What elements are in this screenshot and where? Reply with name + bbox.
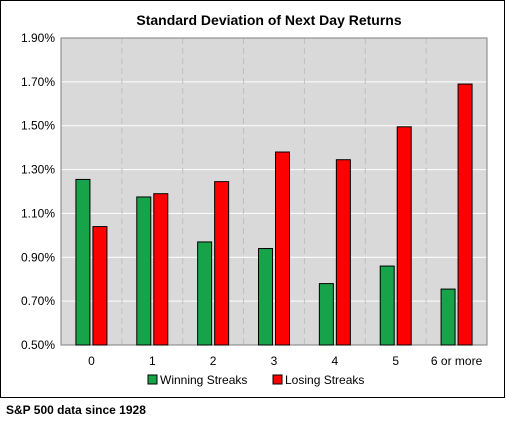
- x-tick-label: 0: [88, 354, 95, 368]
- legend-label-losing: Losing Streaks: [285, 373, 364, 387]
- legend: Winning Streaks Losing Streaks: [147, 373, 364, 387]
- legend-swatch-winning: [147, 374, 158, 385]
- bar-losing-5: [396, 126, 412, 346]
- x-tick-label: 5: [392, 354, 399, 368]
- plot-area: [61, 38, 487, 345]
- y-tick-label: 1.70%: [21, 75, 55, 89]
- x-tick-label: 4: [332, 354, 339, 368]
- x-tick-label: 6 or more: [431, 354, 483, 368]
- x-tick-label: 1: [149, 354, 156, 368]
- y-axis: 0.50% 0.70% 0.90% 1.10% 1.30% 1.50% 1.70% 1.90%: [21, 31, 55, 352]
- bar-winning-3: [258, 248, 273, 346]
- bar-losing-2: [214, 181, 230, 346]
- bar-losing-0: [92, 226, 108, 346]
- gridlines: [60, 37, 488, 346]
- source-note: S&P 500 data since 1928: [6, 403, 146, 417]
- bar-winning-2: [197, 241, 213, 346]
- bar-chart: Standard Deviation of Next Day Returns 0…: [21, 12, 488, 387]
- y-tick-label: 0.70%: [21, 294, 55, 308]
- plot-border: [60, 37, 488, 346]
- chart-frame: Standard Deviation of Next Day Returns 0…: [0, 0, 505, 398]
- y-tick-label: 1.30%: [21, 163, 55, 177]
- legend-swatch-losing: [272, 374, 283, 385]
- y-tick-label: 0.50%: [21, 338, 55, 352]
- x-tick-label: 2: [210, 354, 217, 368]
- bar-winning-4: [318, 283, 334, 346]
- chart-title: Standard Deviation of Next Day Returns: [136, 12, 401, 28]
- x-tick-label: 3: [271, 354, 278, 368]
- y-tick-label: 1.90%: [21, 31, 55, 45]
- y-tick-label: 1.50%: [21, 119, 55, 133]
- bars: [75, 83, 473, 346]
- bar-winning-1: [136, 196, 152, 346]
- y-tick-label: 1.10%: [21, 206, 55, 220]
- bar-losing-3: [275, 151, 290, 346]
- y-tick-label: 0.90%: [21, 250, 55, 264]
- bar-losing-6: [457, 83, 473, 346]
- legend-label-winning: Winning Streaks: [160, 373, 247, 387]
- bar-winning-5: [379, 265, 395, 346]
- bar-winning-6: [440, 288, 456, 346]
- bar-winning-0: [75, 178, 91, 346]
- bar-losing-4: [335, 159, 351, 346]
- x-axis: 0 1 2 3 4 5 6 or more: [88, 354, 482, 368]
- bar-losing-1: [153, 193, 169, 346]
